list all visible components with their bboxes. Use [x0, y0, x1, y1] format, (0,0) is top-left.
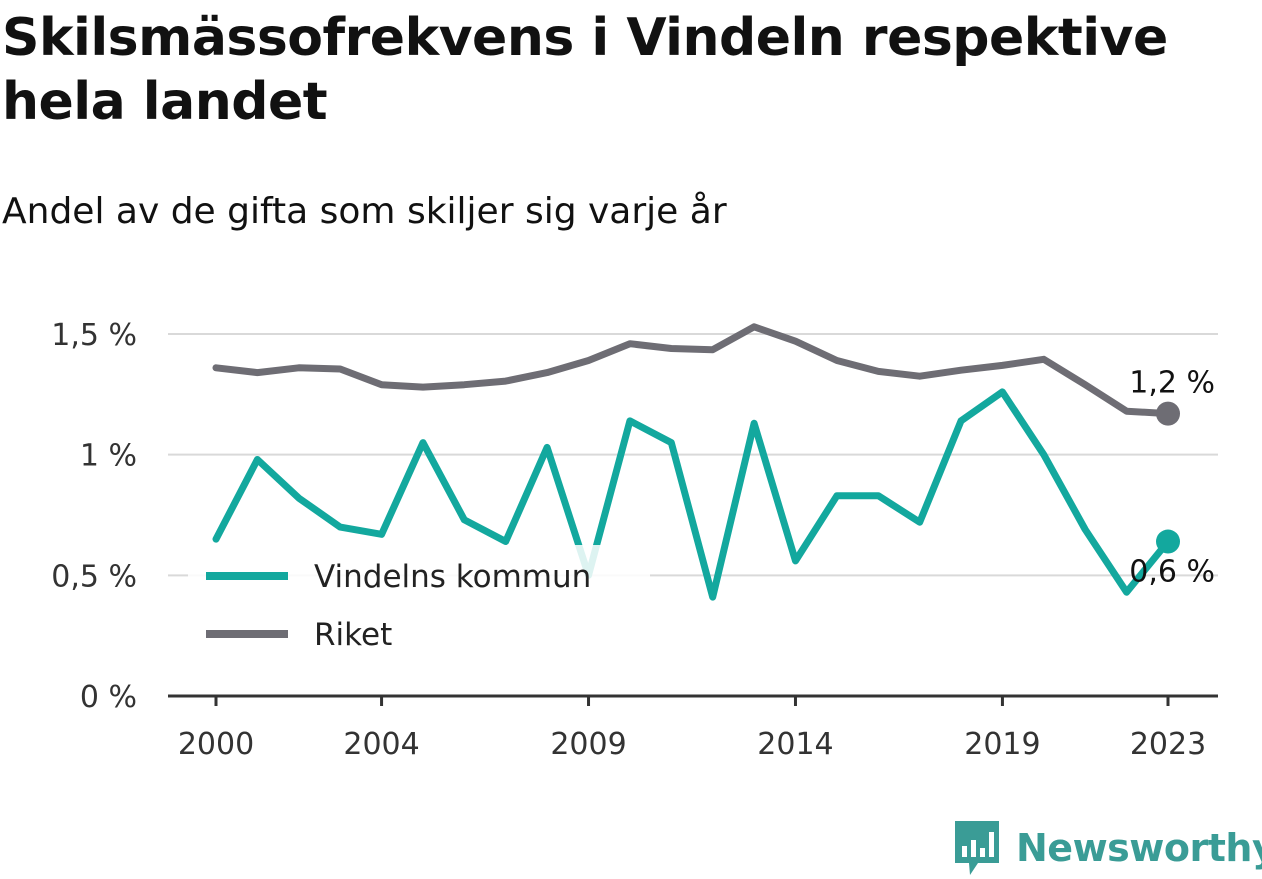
end-label-riket: 1,2 % [1129, 366, 1215, 401]
x-tick-label: 2014 [757, 727, 833, 762]
chart-title: Skilsmässofrekvens i Vindeln respektive … [2, 8, 1168, 132]
series-lines [212, 323, 1172, 601]
y-tick-label: 1,5 % [51, 318, 137, 353]
series-line-riket [212, 323, 1172, 418]
end-label-vindeln: 0,6 % [1129, 555, 1215, 590]
y-tick-label: 0 % [80, 680, 137, 715]
bar-chart-speech-bubble-icon [955, 821, 999, 875]
legend: Vindelns kommun Riket [188, 545, 650, 667]
chart-subtitle: Andel av de gifta som skiljer sig varje … [2, 191, 727, 232]
end-marker-riket [1156, 401, 1180, 426]
legend-label-vindeln: Vindelns kommun [314, 559, 591, 595]
x-tick-label: 2009 [550, 727, 626, 762]
series-line-vindeln [212, 388, 1172, 601]
y-tick-label: 0,5 % [51, 559, 137, 594]
x-tick-label: 2023 [1130, 727, 1206, 762]
x-tick-label: 2004 [343, 727, 419, 762]
brand-logo: Newsworthy [952, 818, 1262, 878]
end-marker-vindeln [1156, 529, 1180, 554]
axes: 0 % 0,5 % 1 % 1,5 % 2000 2004 2009 2014 2019 2023 [51, 318, 1218, 762]
x-tick-label: 2000 [178, 727, 254, 762]
brand-name: Newsworthy [1016, 826, 1262, 870]
legend-background [188, 545, 650, 667]
y-tick-label: 1 % [80, 439, 137, 474]
line-chart: 0 % 0,5 % 1 % 1,5 % 2000 2004 2009 2014 2019 2023… [51, 318, 1218, 762]
x-tick-label: 2019 [964, 727, 1040, 762]
end-labels: 0,6 % 1,2 % [1129, 366, 1215, 590]
legend-label-riket: Riket [314, 617, 392, 653]
